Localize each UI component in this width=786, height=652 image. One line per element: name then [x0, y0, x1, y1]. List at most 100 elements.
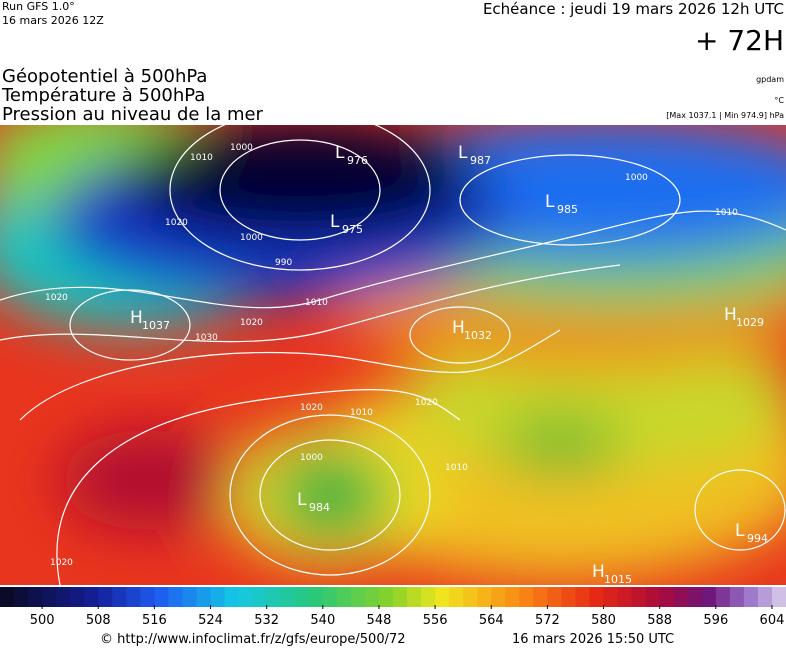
title: Température à 500hPa: [1, 85, 205, 106]
colorbar-swatch: [575, 587, 590, 607]
isobar-label: 1020: [415, 398, 438, 408]
colorbar-tick-label: 588: [647, 613, 672, 628]
colorbar-swatch: [322, 587, 338, 607]
isobar-label: 1020: [45, 293, 68, 303]
center-letter: L: [330, 212, 340, 232]
isobar-label: 1020: [300, 403, 323, 413]
center-value: 975: [342, 223, 363, 236]
center-value: 1032: [464, 329, 492, 342]
unit: gpdam: [756, 75, 784, 84]
colorbar-swatch: [561, 587, 576, 607]
center-value: 987: [470, 154, 491, 167]
center-value: 976: [347, 154, 368, 167]
colorbar-swatch: [421, 587, 436, 607]
colorbar-swatch: [252, 587, 268, 607]
isobar-label: 1020: [240, 318, 263, 328]
isobar-label: 990: [275, 258, 292, 268]
center-letter: H: [724, 305, 737, 325]
map-field: [0, 125, 786, 585]
center-letter: H: [592, 562, 605, 582]
isobars: [0, 125, 786, 585]
colorbar-swatch: [603, 587, 619, 607]
colorbar-swatch: [477, 587, 492, 607]
colorbar-tick-label: 580: [591, 613, 616, 628]
isobar-label: 1010: [305, 298, 328, 308]
colorbar-swatch: [519, 587, 534, 607]
colorbar-swatch: [112, 587, 127, 607]
colorbar-swatch: [378, 587, 394, 607]
colorbar-swatch: [140, 587, 155, 607]
colorbar-tick-label: 604: [760, 613, 785, 628]
colorbar-swatch: [393, 587, 408, 607]
colorbar-tick-label: 508: [86, 613, 111, 628]
pressure-range: [Max 1037.1 | Min 974.9] hPa: [666, 111, 784, 120]
colorbar-swatch: [126, 587, 141, 607]
center-value: 994: [747, 532, 768, 545]
isobar-label: 1010: [350, 408, 373, 418]
center-value: 1029: [736, 316, 764, 329]
colorbar-swatch: [491, 587, 506, 607]
isobar-label: 1000: [240, 233, 263, 243]
colorbar-swatch: [533, 587, 548, 607]
isobar-label: 1020: [165, 218, 188, 228]
run: Run GFS 1.0°: [2, 0, 75, 13]
valid-time: Echéance : jeudi 19 mars 2026 12h UTC: [483, 0, 784, 18]
lead-time: + 72H: [695, 24, 784, 57]
center-value: 984: [309, 501, 330, 514]
colorbar-swatch: [743, 587, 759, 607]
isobar-label: 1010: [715, 208, 738, 218]
colorbar-swatch: [449, 587, 464, 607]
colorbar-swatch: [364, 587, 380, 607]
colorbar-tick-label: 564: [479, 613, 504, 628]
center-letter: L: [545, 192, 555, 212]
colorbar-swatch: [168, 587, 183, 607]
colorbar-swatch: [294, 587, 310, 607]
colorbar-tick-label: 556: [423, 613, 448, 628]
colorbar-swatch: [98, 587, 113, 607]
title: Pression au niveau de la mer: [2, 104, 264, 125]
colorbar-swatch: [659, 587, 675, 607]
colorbar-swatch: [0, 587, 15, 607]
source-url: © http://www.infoclimat.fr/z/gfs/europe/…: [100, 632, 406, 647]
colorbar-swatch: [687, 587, 703, 607]
colorbar-swatch: [28, 587, 43, 607]
colorbar-swatch: [757, 587, 773, 607]
colorbar-tick-label: 572: [535, 613, 560, 628]
colorbar-swatch: [589, 587, 605, 607]
colorbar-swatch: [645, 587, 661, 607]
colorbar-swatch: [224, 587, 240, 607]
colorbar-tick-label: 532: [254, 613, 279, 628]
isobar-label: 1030: [195, 333, 218, 343]
colorbar-swatch: [336, 587, 352, 607]
colorbar-swatch: [407, 587, 422, 607]
colorbar-swatch: [631, 587, 647, 607]
colorbar-swatch: [729, 587, 745, 607]
colorbar-swatch: [280, 587, 296, 607]
colorbar-tick-label: 516: [142, 613, 167, 628]
colorbar-swatch: [435, 587, 450, 607]
colorbar-swatch: [463, 587, 478, 607]
colorbar-swatch: [42, 587, 57, 607]
colorbar-swatch: [350, 587, 366, 607]
colorbar-swatch: [84, 587, 99, 607]
center-value: 1037: [142, 319, 170, 332]
colorbar-tick-label: 524: [198, 613, 223, 628]
colorbar-swatch: [238, 587, 254, 607]
unit: °C: [774, 96, 784, 105]
colorbar-swatch: [70, 587, 85, 607]
colorbar-tick-label: 540: [310, 613, 335, 628]
generated-time: 16 mars 2026 15:50 UTC: [512, 632, 674, 647]
center-letter: L: [335, 143, 345, 163]
colorbar-swatch: [196, 587, 212, 607]
isobar-label: 1010: [445, 463, 468, 473]
isobar-label: 1000: [625, 173, 648, 183]
title: Géopotentiel à 500hPa: [2, 66, 207, 87]
colorbar-swatch: [547, 587, 562, 607]
center-value: 1015: [604, 573, 632, 586]
center-letter: L: [735, 521, 745, 541]
run-date: 16 mars 2026 12Z: [2, 14, 104, 27]
colorbar-tick-label: 500: [30, 613, 55, 628]
